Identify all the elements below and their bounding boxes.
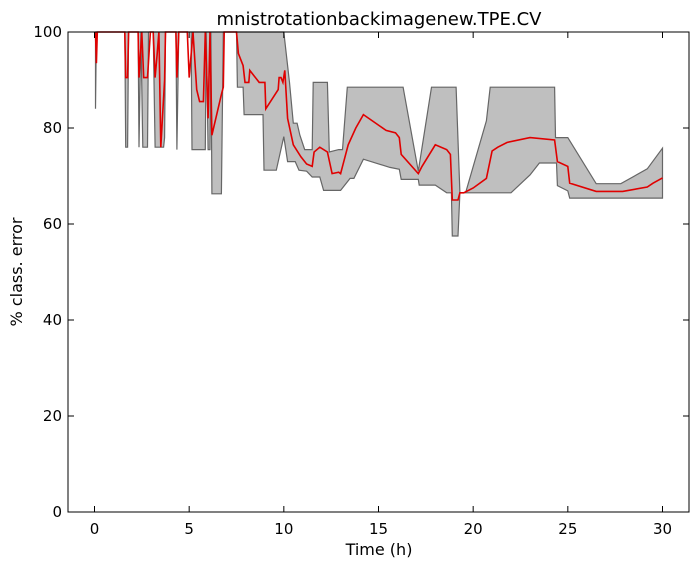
- y-tick-label: 40: [43, 311, 62, 329]
- chart-title: mnistrotationbackimagenew.TPE.CV: [217, 9, 543, 30]
- x-tick-label: 30: [653, 520, 672, 538]
- x-axis-label: Time (h): [345, 540, 413, 559]
- x-tick-label: 15: [369, 520, 388, 538]
- x-axis: 0 5 10 15 20 25 30: [90, 32, 672, 538]
- x-tick-label: 20: [464, 520, 483, 538]
- y-tick-label: 0: [52, 503, 62, 521]
- y-tick-label: 20: [43, 407, 62, 425]
- x-tick-label: 0: [90, 520, 100, 538]
- plot-area: [67, 31, 690, 513]
- mean-error-line: [94, 31, 663, 201]
- error-band: [94, 31, 664, 237]
- y-axis: 0 20 40 60 80 100: [33, 23, 689, 521]
- y-tick-label: 60: [43, 215, 62, 233]
- x-tick-label: 10: [274, 520, 293, 538]
- x-tick-label: 5: [184, 520, 194, 538]
- y-tick-label: 80: [43, 119, 62, 137]
- y-tick-label: 100: [33, 23, 62, 41]
- x-tick-label: 25: [558, 520, 577, 538]
- y-axis-label: % class. error: [7, 217, 26, 326]
